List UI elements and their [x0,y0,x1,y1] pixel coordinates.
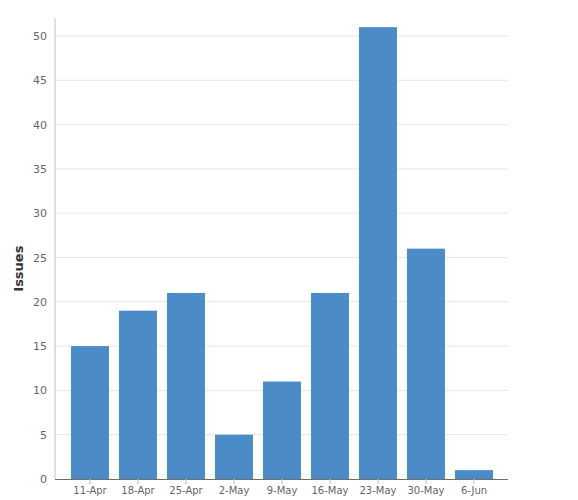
y-tick-label: 10 [33,384,47,397]
x-tick-label: 30-May [407,485,444,496]
grid-line [55,80,508,81]
x-tick [426,479,427,484]
y-axis-line [55,18,56,479]
x-tick [282,479,283,484]
bar [167,293,205,479]
y-tick-label: 50 [33,30,47,43]
x-tick-label: 23-May [359,485,396,496]
x-tick [234,479,235,484]
bar [263,382,301,479]
y-tick-label: 15 [33,340,47,353]
x-tick [474,479,475,484]
x-tick [90,479,91,484]
y-tick-label: 30 [33,207,47,220]
y-tick-label: 5 [40,429,47,442]
x-tick-label: 25-Apr [169,485,203,496]
x-tick [330,479,331,484]
y-tick-label: 0 [40,473,47,486]
x-tick-label: 6-Jun [461,485,487,496]
grid-line [55,124,508,125]
y-tick-label: 45 [33,74,47,87]
x-tick-label: 11-Apr [73,485,107,496]
grid-line [55,168,508,169]
x-tick [186,479,187,484]
bar [359,27,397,479]
grid-line [55,36,508,37]
x-tick-label: 9-May [267,485,298,496]
bar [71,346,109,479]
bar [455,470,493,479]
y-tick-label: 20 [33,296,47,309]
chart-svg: 0 5 10 15 20 25 30 35 40 45 50 11-Apr 18-Apr 25-Apr 2-… [0,0,578,500]
x-tick-label: 2-May [219,485,250,496]
y-axis-title: Issues [11,245,26,291]
bar [119,311,157,479]
bar [311,293,349,479]
x-tick [138,479,139,484]
grid-line [55,213,508,214]
y-tick-label: 35 [33,163,47,176]
chart-container: 0 5 10 15 20 25 30 35 40 45 50 11-Apr 18-Apr 25-Apr 2-… [0,0,578,500]
bars [71,27,493,479]
x-tick-label: 18-Apr [121,485,155,496]
bar [215,435,253,479]
y-tick-label: 25 [33,252,47,265]
x-tick-label: 16-May [311,485,348,496]
y-tick-label: 40 [33,119,47,132]
x-tick [378,479,379,484]
bar [407,249,445,479]
